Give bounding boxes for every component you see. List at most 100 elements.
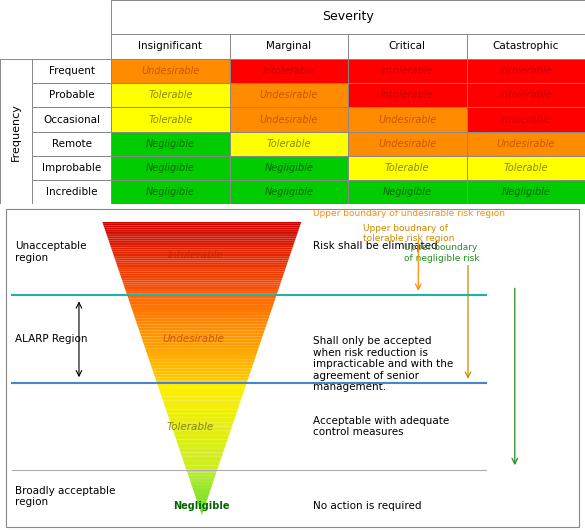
Polygon shape — [199, 509, 204, 513]
Bar — [0, 59, 32, 204]
Polygon shape — [157, 383, 247, 387]
Bar — [32, 59, 111, 83]
Polygon shape — [160, 392, 243, 396]
Bar — [111, 0, 585, 34]
Bar — [111, 131, 229, 156]
Polygon shape — [143, 342, 260, 345]
Text: Undesirable: Undesirable — [260, 91, 318, 100]
Polygon shape — [179, 448, 225, 453]
Polygon shape — [109, 240, 295, 242]
Polygon shape — [110, 244, 294, 246]
Polygon shape — [119, 270, 285, 271]
Polygon shape — [178, 444, 226, 448]
Text: Intolerable: Intolerable — [263, 66, 315, 76]
Text: Negligible: Negligible — [264, 163, 314, 173]
Text: Tolerable: Tolerable — [167, 421, 214, 431]
Polygon shape — [106, 233, 298, 235]
Bar — [229, 83, 348, 108]
Text: Risk shall be eliminated: Risk shall be eliminated — [313, 241, 438, 251]
Polygon shape — [103, 224, 301, 226]
Bar — [229, 59, 348, 83]
Polygon shape — [197, 500, 207, 503]
Polygon shape — [163, 401, 240, 405]
Text: Undesirable: Undesirable — [497, 139, 555, 149]
Polygon shape — [154, 375, 250, 377]
Text: Undesirable: Undesirable — [378, 139, 436, 149]
Polygon shape — [184, 461, 220, 465]
Polygon shape — [188, 476, 215, 479]
Bar — [229, 131, 348, 156]
Text: Catastrophic: Catastrophic — [493, 41, 559, 51]
Bar — [348, 180, 467, 204]
Polygon shape — [169, 418, 235, 422]
Bar — [111, 156, 229, 180]
Text: Insignificant: Insignificant — [139, 41, 202, 51]
Polygon shape — [194, 491, 210, 494]
Text: Negligible: Negligible — [146, 139, 195, 149]
Polygon shape — [175, 435, 229, 439]
Polygon shape — [167, 413, 236, 418]
Polygon shape — [126, 292, 278, 294]
Text: Upper boundary
of negligible risk: Upper boundary of negligible risk — [404, 243, 479, 262]
Polygon shape — [147, 354, 256, 357]
Polygon shape — [150, 363, 253, 366]
Text: Improbable: Improbable — [42, 163, 101, 173]
Polygon shape — [105, 229, 299, 231]
Bar — [348, 108, 467, 131]
Polygon shape — [133, 313, 270, 316]
Polygon shape — [108, 237, 296, 238]
Polygon shape — [137, 325, 267, 328]
Polygon shape — [105, 231, 298, 233]
Text: Frequency: Frequency — [11, 103, 21, 161]
Bar — [467, 180, 585, 204]
Text: Remote: Remote — [51, 139, 92, 149]
Polygon shape — [135, 319, 269, 322]
Polygon shape — [120, 273, 284, 275]
Polygon shape — [151, 366, 253, 369]
Polygon shape — [134, 316, 270, 319]
Polygon shape — [131, 307, 273, 310]
Polygon shape — [126, 294, 277, 295]
Polygon shape — [159, 387, 245, 392]
Text: Intolerable: Intolerable — [500, 114, 552, 125]
Polygon shape — [144, 345, 260, 348]
Text: Negligible: Negligible — [383, 187, 432, 197]
Text: Undesirable: Undesirable — [260, 114, 318, 125]
Polygon shape — [128, 298, 276, 301]
Polygon shape — [121, 277, 283, 279]
Polygon shape — [145, 348, 259, 351]
Bar — [32, 180, 111, 204]
Text: Marginal: Marginal — [266, 41, 311, 51]
Polygon shape — [142, 339, 261, 342]
Polygon shape — [161, 396, 242, 401]
Text: Tolerable: Tolerable — [148, 114, 192, 125]
Polygon shape — [104, 227, 300, 229]
Polygon shape — [118, 268, 285, 270]
Bar — [348, 34, 467, 59]
Polygon shape — [198, 503, 206, 506]
Polygon shape — [116, 262, 288, 264]
Bar — [229, 108, 348, 131]
Polygon shape — [140, 333, 263, 337]
Bar — [229, 180, 348, 204]
Text: Critical: Critical — [389, 41, 426, 51]
Text: Tolerable: Tolerable — [385, 163, 429, 173]
Text: Probable: Probable — [49, 91, 94, 100]
Polygon shape — [185, 465, 219, 470]
Bar — [229, 34, 348, 59]
Text: Occasional: Occasional — [43, 114, 100, 125]
Polygon shape — [195, 497, 208, 500]
Text: Severity: Severity — [322, 10, 374, 23]
Polygon shape — [191, 482, 213, 485]
Polygon shape — [153, 372, 250, 375]
Polygon shape — [115, 259, 289, 260]
Text: Negligible: Negligible — [146, 163, 195, 173]
Bar — [111, 180, 229, 204]
Polygon shape — [181, 453, 223, 457]
Polygon shape — [122, 281, 281, 282]
Bar — [348, 156, 467, 180]
Text: No action is required: No action is required — [313, 501, 421, 511]
Polygon shape — [114, 257, 290, 259]
Polygon shape — [187, 473, 216, 476]
Polygon shape — [152, 369, 252, 372]
